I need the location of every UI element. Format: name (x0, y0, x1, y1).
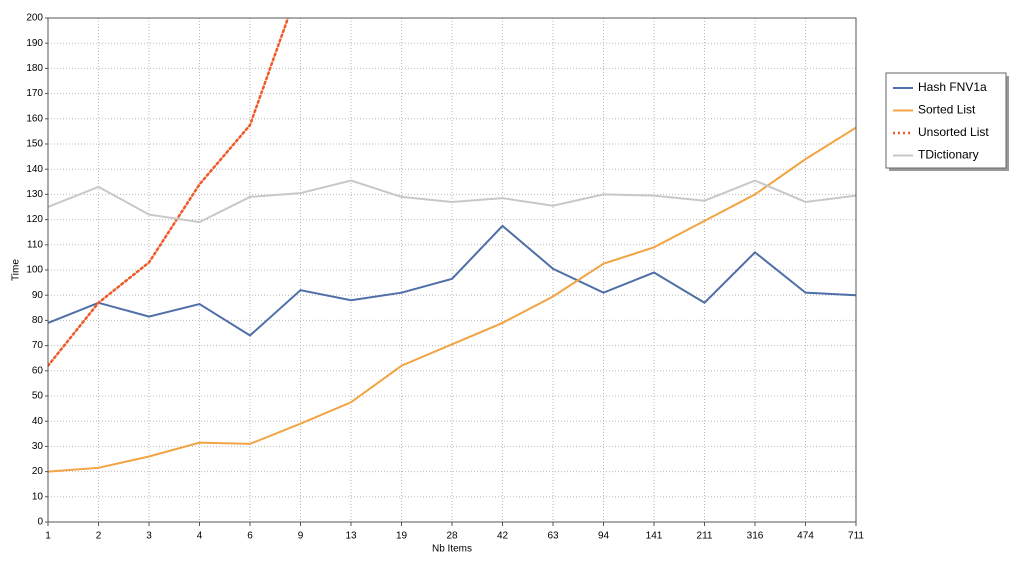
x-tick-label: 19 (396, 531, 408, 542)
y-tick-label: 50 (32, 391, 44, 402)
x-tick-label: 6 (247, 531, 253, 542)
x-tick-label: 1 (45, 531, 51, 542)
y-tick-label: 130 (26, 189, 43, 200)
y-tick-label: 80 (32, 315, 44, 326)
y-tick-label: 140 (26, 164, 43, 175)
x-tick-label: 2 (96, 531, 102, 542)
x-tick-label: 3 (146, 531, 152, 542)
x-tick-label: 211 (697, 531, 713, 542)
x-tick-label: 316 (747, 531, 764, 542)
y-tick-label: 70 (32, 340, 44, 351)
series-line (48, 18, 290, 368)
series-line (48, 179, 856, 224)
x-tick-label: 28 (446, 531, 458, 542)
x-tick-label: 141 (646, 531, 663, 542)
x-tick-label: 711 (848, 531, 864, 542)
x-tick-label: 94 (598, 531, 610, 542)
x-axis-title: Nb Items (432, 544, 472, 555)
y-tick-label: 150 (26, 139, 43, 150)
y-tick-label: 110 (27, 239, 43, 250)
series-line (48, 224, 856, 337)
legend-label: TDictionary (918, 148, 979, 162)
x-tick-label: 474 (797, 531, 814, 542)
x-tick-label: 13 (345, 531, 357, 542)
y-tick-label: 60 (32, 365, 44, 376)
y-tick-label: 160 (26, 113, 43, 124)
legend: Hash FNV1a Sorted List Unsorted List TDicti… (885, 72, 1009, 171)
y-tick-label: 100 (26, 265, 43, 276)
legend-label: Hash FNV1a (918, 80, 987, 94)
x-tick-label: 42 (497, 531, 509, 542)
x-tick-label: 63 (547, 531, 559, 542)
x-tick-label: 9 (298, 531, 304, 542)
series-line (48, 126, 856, 473)
y-axis-title: Time (11, 259, 22, 281)
y-tick-label: 0 (37, 517, 43, 528)
y-tick-label: 190 (26, 38, 43, 49)
y-tick-label: 180 (26, 63, 43, 74)
legend-label: Unsorted List (918, 125, 989, 139)
x-tick-label: 4 (197, 531, 203, 542)
y-tick-label: 10 (32, 491, 44, 502)
y-tick-label: 170 (26, 88, 43, 99)
y-tick-label: 90 (32, 290, 44, 301)
y-tick-label: 200 (26, 13, 43, 24)
legend-label: Sorted List (918, 103, 976, 117)
y-tick-label: 120 (26, 214, 43, 225)
y-tick-label: 30 (32, 441, 44, 452)
y-tick-label: 20 (32, 466, 44, 477)
y-tick-label: 40 (32, 416, 44, 427)
plot-frame (47, 17, 857, 523)
